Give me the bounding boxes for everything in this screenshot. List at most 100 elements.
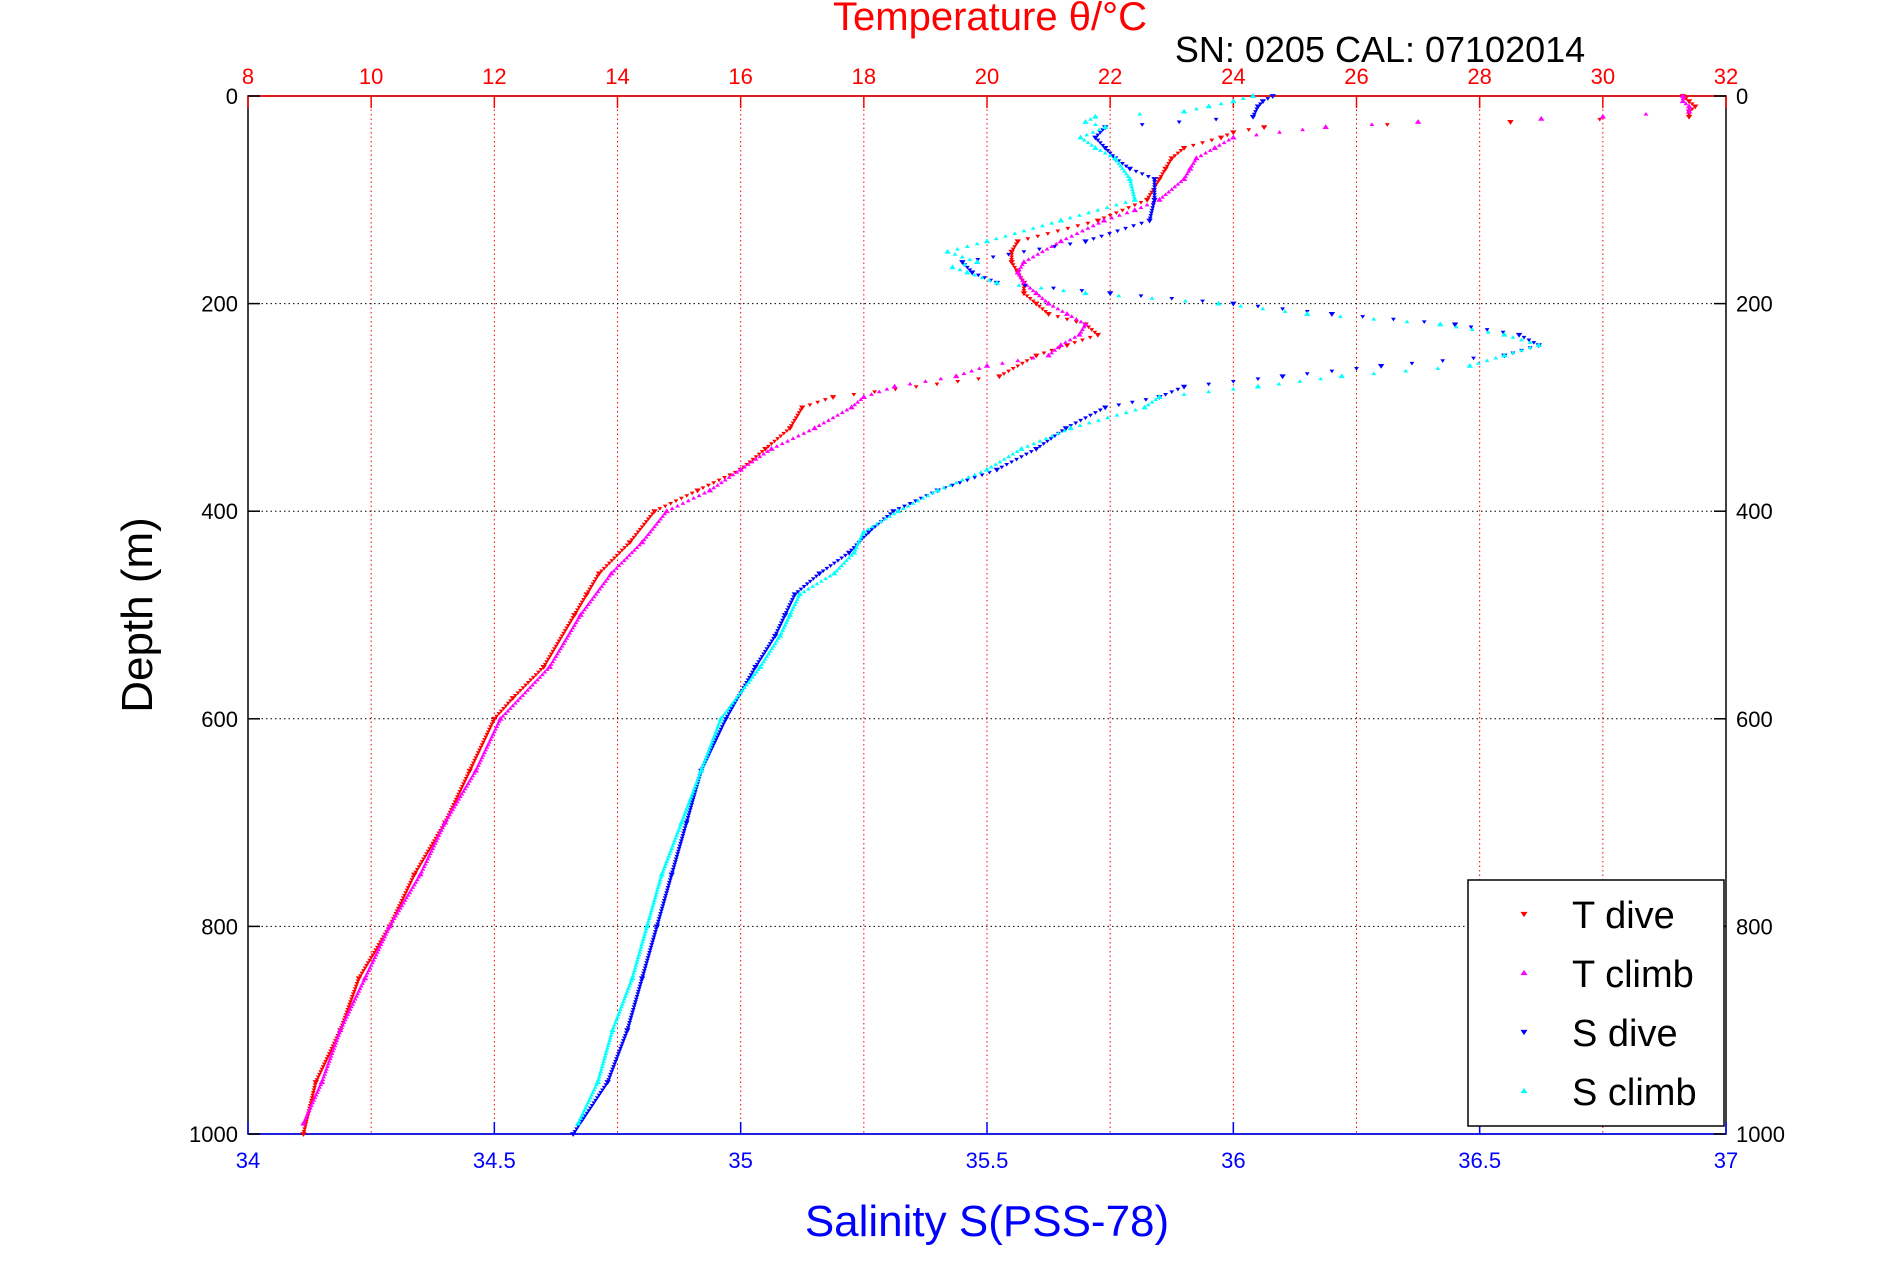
t-dive-interp-point <box>318 1070 324 1074</box>
t-climb-interp-point <box>1063 340 1068 344</box>
t-climb-interp-point <box>722 477 728 482</box>
s-dive-interp-point <box>630 1008 636 1012</box>
s-climb-interp-point <box>607 1038 613 1043</box>
t-dive-interp-point <box>571 613 577 618</box>
s-dive-interp-point <box>1123 226 1128 231</box>
t-dive-interp-point <box>1010 367 1016 371</box>
t-climb-interp-point <box>749 459 755 464</box>
t-dive-interp-point <box>551 647 557 651</box>
s-dive-interp-point <box>1037 444 1043 449</box>
s-dive-interp-point <box>1260 99 1266 104</box>
s-dive-interp-point <box>1280 307 1285 311</box>
s-climb-interp-point <box>652 895 658 900</box>
t-dive-interp-point <box>793 416 799 420</box>
s-climb-interp-point <box>736 693 742 697</box>
s-climb-interp-point <box>1318 376 1324 381</box>
t-climb-interp-point <box>325 1064 330 1068</box>
s-dive-interp-point <box>726 712 732 716</box>
s-climb-interp-point <box>953 480 959 485</box>
s-climb-interp-point <box>671 841 677 845</box>
t-climb-interp-point <box>826 418 831 422</box>
t-climb-interp-point <box>1035 252 1041 256</box>
s-dive-interp-point <box>684 821 689 825</box>
s-climb-interp-point <box>1049 433 1055 438</box>
t-dive-interp-point <box>1009 258 1015 262</box>
s-climb-interp-point <box>695 776 701 780</box>
s-dive-interp-point <box>1107 232 1112 236</box>
t-dive-interp-point <box>424 852 429 856</box>
s-climb-interp-point <box>744 682 749 687</box>
t-dive-interp-point <box>503 704 509 708</box>
s-climb-interp-point <box>891 511 897 516</box>
t-climb-interp-point <box>1085 226 1091 230</box>
s-climb-interp-point <box>959 254 965 259</box>
t-climb-interp-point <box>691 496 697 500</box>
s-dive-interp-point <box>1139 172 1145 177</box>
t-climb-interp-point <box>1369 122 1375 126</box>
t-dive-interp-point <box>976 377 981 382</box>
s-dive-series <box>569 94 1542 1137</box>
t-dive-interp-point <box>1181 146 1187 151</box>
t-dive-interp-point <box>1163 167 1168 171</box>
t-dive-interp-point <box>759 450 765 454</box>
s-dive-interp-point <box>778 621 784 625</box>
t-dive-interp-point <box>508 699 513 703</box>
t-dive-interp-point <box>1055 315 1061 319</box>
t-climb-interp-point <box>530 682 535 687</box>
s-dive-interp-point <box>1531 341 1537 345</box>
t-dive-interp-point <box>367 958 373 963</box>
s-dive-interp-point <box>654 924 660 929</box>
t-dive-interp-point <box>807 403 813 407</box>
s-climb-interp-point <box>1003 233 1008 238</box>
t-dive-interp-point <box>1261 125 1267 130</box>
t-dive-interp-point <box>1055 229 1061 234</box>
t-dive-interp-point <box>727 473 733 478</box>
t-dive-interp-point <box>533 673 539 677</box>
s-climb-interp-point <box>1453 324 1459 329</box>
s-climb-interp-point <box>1089 143 1095 147</box>
t-climb-interp-point <box>806 428 812 433</box>
temperature-tick-label: 8 <box>242 64 254 89</box>
s-climb-interp-point <box>718 716 724 721</box>
t-dive-interp-point <box>1246 128 1252 132</box>
t-dive-interp-point <box>1080 338 1085 343</box>
t-climb-interp-point <box>938 376 944 381</box>
s-dive-interp-point <box>647 948 653 952</box>
s-climb-interp-point <box>663 861 669 866</box>
s-climb-interp-point <box>683 810 688 814</box>
s-dive-interp-point <box>987 470 992 475</box>
s-climb-interp-point <box>1104 205 1110 210</box>
t-climb-interp-point <box>337 1030 342 1035</box>
chart-subtitle: SN: 0205 CAL: 07102014 <box>1175 29 1585 70</box>
s-dive-interp-point <box>1213 117 1219 122</box>
t-dive-interp-point <box>477 748 482 753</box>
s-dive-interp-point <box>835 559 841 563</box>
t-dive-interp-point <box>1021 291 1027 296</box>
t-dive-interp-point <box>404 888 410 893</box>
s-dive-interp-point <box>1044 439 1050 444</box>
t-climb-interp-point <box>532 680 538 684</box>
s-climb-interp-point <box>646 919 651 923</box>
t-dive-interp-point <box>544 660 550 664</box>
t-climb-interp-point <box>562 638 568 643</box>
s-dive-interp-point <box>596 1093 602 1098</box>
s-climb-interp-point <box>1086 420 1092 425</box>
t-climb-interp-point <box>595 589 601 594</box>
s-climb-interp-point <box>974 259 980 264</box>
s-dive-interp-point <box>601 1085 607 1090</box>
s-climb-interp-point <box>1078 135 1084 139</box>
t-dive-interp-point <box>418 862 423 867</box>
s-dive-interp-point <box>791 595 797 599</box>
s-dive-interp-point <box>972 476 978 480</box>
s-climb-interp-point <box>1123 171 1129 176</box>
t-dive-interp-point <box>1086 325 1092 330</box>
t-dive-interp-point <box>1043 309 1048 314</box>
t-climb-interp-point <box>1040 296 1045 300</box>
t-dive-interp-point <box>463 777 469 781</box>
t-dive-interp-point <box>520 686 526 690</box>
s-dive-interp-point <box>648 945 654 950</box>
s-dive-interp-point <box>663 893 669 898</box>
t-dive-interp-point <box>324 1057 330 1061</box>
t-climb-interp-point <box>1138 205 1144 210</box>
s-climb-interp-point <box>1149 296 1155 300</box>
